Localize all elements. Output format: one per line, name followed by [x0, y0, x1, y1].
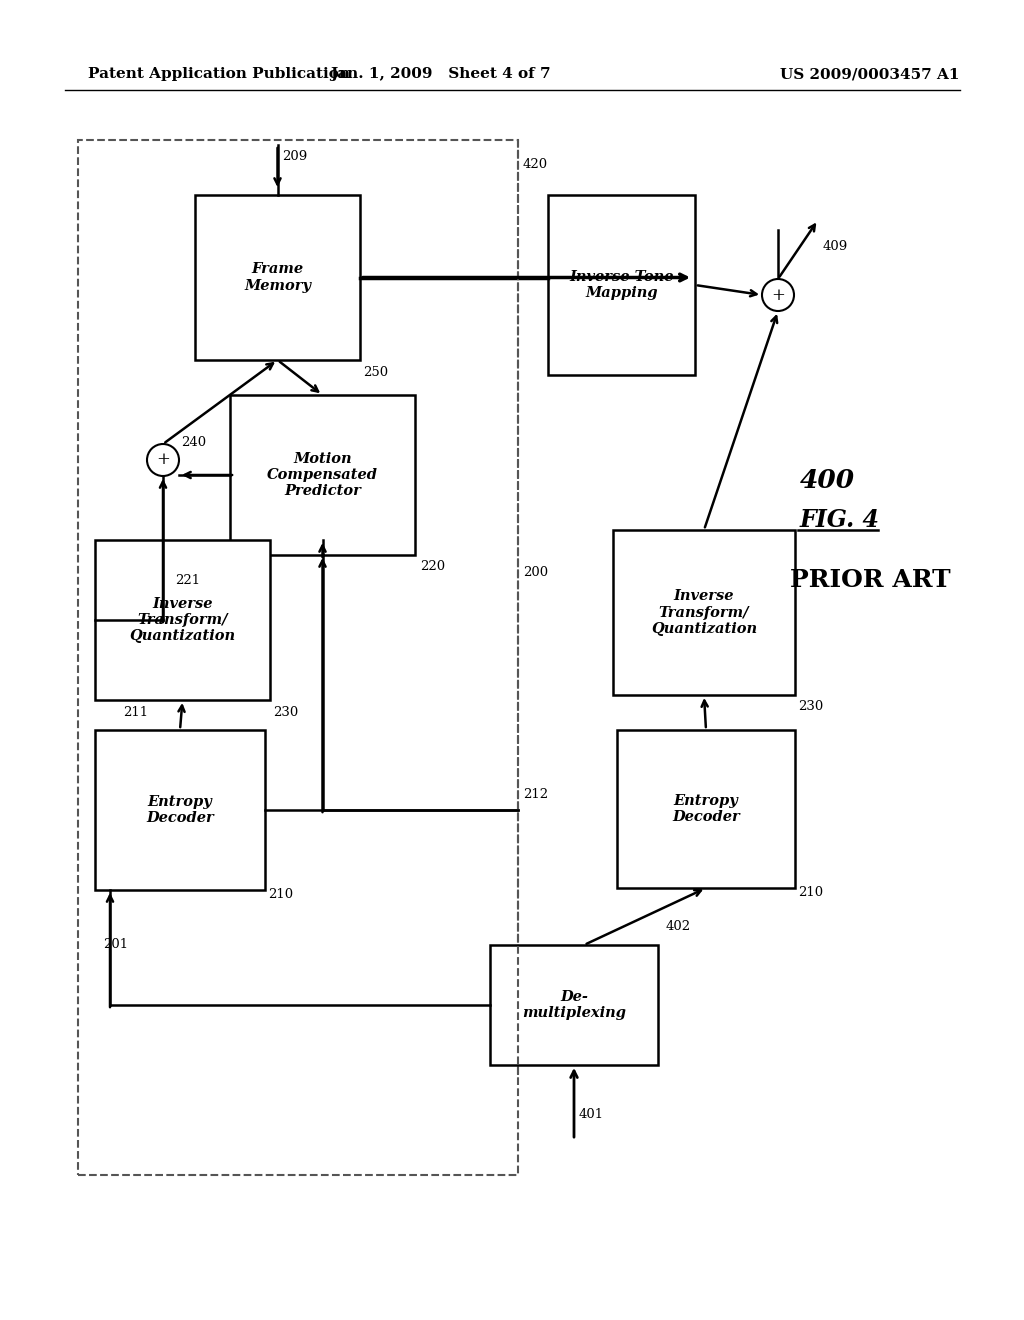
Text: 409: 409 [823, 240, 848, 253]
Text: Patent Application Publication: Patent Application Publication [88, 67, 350, 81]
Circle shape [147, 444, 179, 477]
Bar [613, 531, 795, 696]
Text: FIG. 4: FIG. 4 [800, 508, 880, 532]
Text: PRIOR ART: PRIOR ART [790, 568, 950, 591]
Text: 212: 212 [523, 788, 548, 801]
Text: 200: 200 [523, 566, 548, 579]
Text: 220: 220 [420, 561, 445, 573]
Bar [490, 945, 658, 1065]
Text: Inverse
Transform/
Quantization: Inverse Transform/ Quantization [651, 589, 757, 636]
Text: 221: 221 [175, 573, 200, 586]
Text: 211: 211 [123, 705, 148, 718]
Text: 210: 210 [798, 887, 823, 899]
Circle shape [762, 279, 794, 312]
Bar [78, 140, 518, 1175]
Text: De-
multiplexing: De- multiplexing [522, 990, 626, 1020]
Text: +: + [771, 286, 785, 304]
Text: 400: 400 [800, 467, 855, 492]
Bar [95, 730, 265, 890]
Text: 209: 209 [283, 150, 308, 164]
Text: Entropy
Decoder: Entropy Decoder [672, 793, 740, 824]
Text: Inverse Tone
Mapping: Inverse Tone Mapping [569, 269, 674, 300]
Text: Jan. 1, 2009   Sheet 4 of 7: Jan. 1, 2009 Sheet 4 of 7 [330, 67, 550, 81]
Text: 401: 401 [579, 1109, 604, 1122]
Text: Entropy
Decoder: Entropy Decoder [146, 795, 214, 825]
Text: 420: 420 [523, 158, 548, 172]
Bar [617, 730, 795, 888]
Bar [195, 195, 360, 360]
Text: Motion
Compensated
Predictor: Motion Compensated Predictor [267, 451, 378, 498]
Text: 402: 402 [666, 920, 691, 933]
Text: 201: 201 [103, 939, 128, 952]
Text: 230: 230 [273, 705, 298, 718]
Bar [95, 540, 270, 700]
Bar [230, 395, 415, 554]
Bar [548, 195, 695, 375]
Text: Frame
Memory: Frame Memory [244, 263, 311, 293]
Text: Inverse
Transform/
Quantization: Inverse Transform/ Quantization [129, 597, 236, 643]
Text: US 2009/0003457 A1: US 2009/0003457 A1 [780, 67, 959, 81]
Text: 210: 210 [268, 888, 293, 902]
Text: +: + [156, 451, 170, 469]
Text: 240: 240 [181, 436, 206, 449]
Text: 230: 230 [798, 701, 823, 714]
Text: 250: 250 [362, 366, 388, 379]
